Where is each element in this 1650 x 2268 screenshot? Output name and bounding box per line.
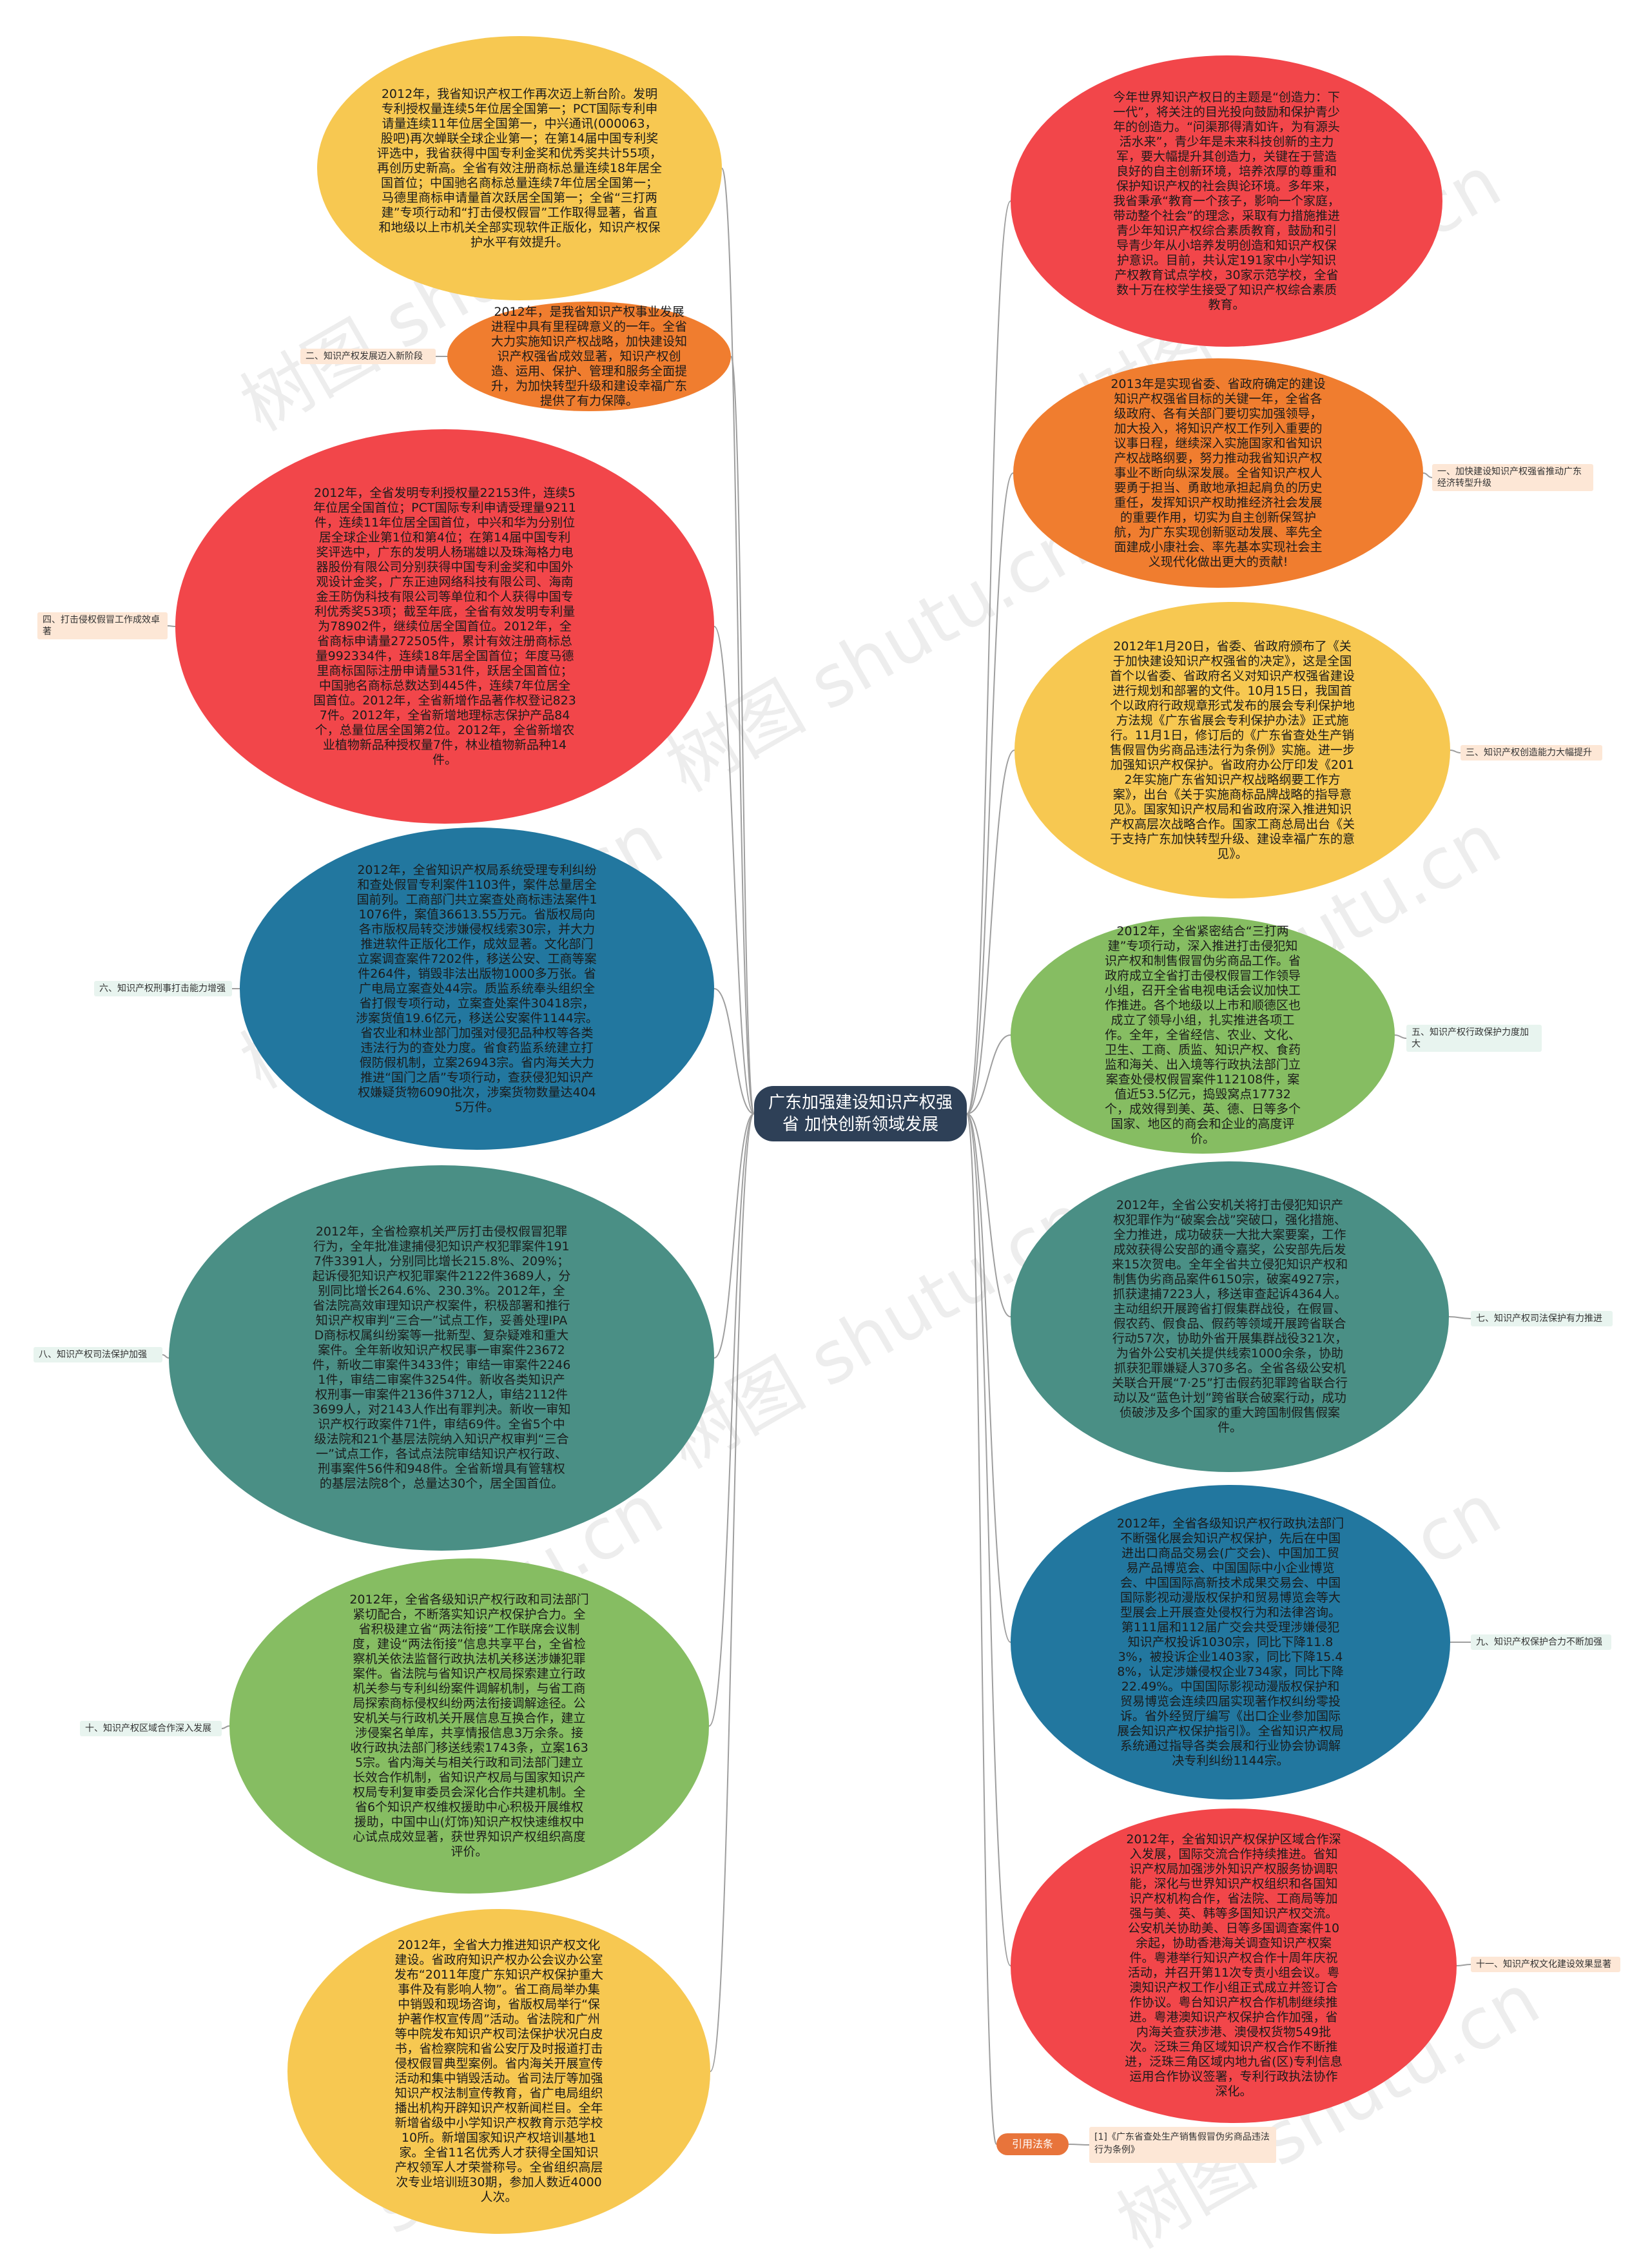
- topic-text: 2012年，我省知识产权工作再次迈上新台阶。发明专利授权量连续5年位居全国第一；…: [376, 86, 663, 249]
- topic-text: 2012年，全省知识产权局系统受理专利纠纷和查处假冒专利案件1103件，案件总量…: [356, 862, 598, 1114]
- connector-center-to-topic: [708, 1113, 755, 1727]
- topic-bubble[interactable]: 2012年，是我省知识产权事业发展进程中具有里程碑意义的一年。全省大力实施知识产…: [447, 302, 731, 411]
- category-label[interactable]: 十、知识产权区域合作深入发展: [80, 1721, 222, 1736]
- topic-text: 2012年，全省公安机关将打击侵犯知识产权犯罪作为“破案会战”突破口，强化措施、…: [1111, 1198, 1348, 1435]
- topic-bubble[interactable]: 2012年，全省知识产权局系统受理专利纠纷和查处假冒专利案件1103件，案件总量…: [240, 828, 714, 1150]
- category-label[interactable]: 十一、知识产权文化建设效果显著: [1471, 1957, 1620, 1972]
- topic-text: 今年世界知识产权日的主题是“创造力：下一代”，将关注的目光投向鼓励和保护青少年的…: [1113, 90, 1340, 312]
- topic-bubble[interactable]: 2012年，全省各级知识产权行政执法部门不断强化展会知识产权保护，先后在中国进出…: [1011, 1485, 1450, 1799]
- connector-center-to-topic: [966, 472, 1014, 1114]
- connector-center-to-topic: [713, 988, 755, 1114]
- connector-center-to-topic: [710, 1113, 755, 2072]
- connector-center-to-topic: [713, 1113, 755, 1359]
- connector-topic-to-label: [1394, 1034, 1407, 1039]
- topic-text: 2012年1月20日，省委、省政府颁布了《关于加快建设知识产权强省的决定》，这是…: [1110, 639, 1355, 861]
- law-reference-note: [1]《广东省查处生产销售假冒伪劣商品违法行为条例》: [1089, 2127, 1276, 2163]
- topic-text: 2012年，全省知识产权保护区域合作深入发展，国际交流合作持续推进。省知识产权局…: [1125, 1832, 1343, 2098]
- central-topic[interactable]: 广东加强建设知识产权强省 加快创新领域发展: [754, 1086, 967, 1141]
- topic-text: 2012年，是我省知识产权事业发展进程中具有里程碑意义的一年。全省大力实施知识产…: [490, 304, 687, 408]
- connector-law-to-note: [1068, 2144, 1090, 2146]
- connector-topic-to-label: [1456, 1964, 1471, 1966]
- category-label[interactable]: 二、知识产权发展迈入新阶段: [300, 349, 436, 364]
- connector-topic-to-label: [1422, 472, 1433, 478]
- topic-bubble[interactable]: 2012年1月20日，省委、省政府颁布了《关于加快建设知识产权强省的决定》，这是…: [1014, 602, 1450, 898]
- topic-bubble[interactable]: 2012年，全省知识产权保护区域合作深入发展，国际交流合作持续推进。省知识产权局…: [1011, 1808, 1457, 2123]
- law-reference-tag[interactable]: 引用法条: [996, 2133, 1069, 2155]
- topic-bubble[interactable]: 2012年，全省紧密结合“三打两建”专项行动，深入推进打击侵犯知识产权和制售假冒…: [1011, 916, 1395, 1154]
- topic-bubble[interactable]: 2012年，全省各级知识产权行政和司法部门紧切配合，不断落实知识产权保护合力。全…: [229, 1558, 709, 1894]
- topic-text: 2012年，全省各级知识产权行政和司法部门紧切配合，不断落实知识产权保护合力。全…: [349, 1593, 589, 1859]
- topic-text: 2012年，全省大力推进知识产权文化建设。省政府知识产权办公会议办公室发布“20…: [394, 1938, 604, 2204]
- connector-topic-to-label: [221, 1725, 230, 1729]
- connector-topic-to-label: [1448, 1316, 1471, 1319]
- topic-text: 2012年，全省紧密结合“三打两建”专项行动，深入推进打击侵犯知识产权和制售假冒…: [1104, 924, 1301, 1146]
- category-label[interactable]: 八、知识产权司法保护加强: [34, 1347, 162, 1362]
- connector-center-to-topic: [730, 356, 755, 1114]
- category-label[interactable]: 七、知识产权司法保护有力推进: [1471, 1311, 1613, 1326]
- topic-text: 2012年，全省发明专利授权量22153件，连续5年位居全国首位；PCT国际专利…: [313, 485, 576, 767]
- category-label[interactable]: 五、知识产权行政保护力度加大: [1406, 1025, 1542, 1052]
- connector-center-to-topic: [966, 1113, 1011, 1317]
- topic-bubble[interactable]: 2012年，全省发明专利授权量22153件，连续5年位居全国首位；PCT国际专利…: [175, 429, 714, 824]
- category-label[interactable]: 一、加快建设知识产权强省推动广东经济转型升级: [1432, 464, 1593, 491]
- topic-text: 2012年，全省各级知识产权行政执法部门不断强化展会知识产权保护，先后在中国进出…: [1116, 1516, 1344, 1768]
- topic-text: 2012年，全省检察机关严厉打击侵权假冒犯罪行为，全年批准逮捕侵犯知识产权犯罪案…: [312, 1225, 571, 1491]
- connector-center-to-topic: [966, 200, 1011, 1114]
- connector-topic-to-label: [1450, 750, 1461, 753]
- connector-center-to-topic: [966, 750, 1015, 1114]
- topic-bubble[interactable]: 2012年，全省公安机关将打击侵犯知识产权犯罪作为“破案会战”突破口，强化措施、…: [1011, 1161, 1449, 1472]
- connector-center-to-topic: [966, 1113, 1011, 1643]
- connector-center-to-topic: [713, 626, 755, 1114]
- topic-bubble[interactable]: 2013年是实现省委、省政府确定的建设知识产权强省目标的关键一年，全省各级政府、…: [1013, 358, 1423, 588]
- topic-bubble[interactable]: 2012年，全省检察机关严厉打击侵权假冒犯罪行为，全年批准逮捕侵犯知识产权犯罪案…: [169, 1165, 714, 1551]
- topic-bubble[interactable]: 今年世界知识产权日的主题是“创造力：下一代”，将关注的目光投向鼓励和保护青少年的…: [1011, 55, 1442, 347]
- topic-bubble[interactable]: 2012年，全省大力推进知识产权文化建设。省政府知识产权办公会议办公室发布“20…: [287, 1909, 710, 2234]
- topic-text: 2013年是实现省委、省政府确定的建设知识产权强省目标的关键一年，全省各级政府、…: [1111, 376, 1326, 569]
- category-label[interactable]: 四、打击侵权假冒工作成效卓著: [37, 612, 168, 639]
- topic-bubble[interactable]: 2012年，我省知识产权工作再次迈上新台阶。发明专利授权量连续5年位居全国第一；…: [317, 36, 722, 300]
- connector-center-to-topic: [721, 168, 755, 1114]
- connector-center-to-topic: [966, 1113, 1011, 1966]
- category-label[interactable]: 六、知识产权刑事打击能力增强: [94, 981, 232, 996]
- connector-center-to-topic: [966, 1034, 1011, 1114]
- connector-center-to-law: [966, 1113, 997, 2145]
- category-label[interactable]: 九、知识产权保护合力不断加强: [1471, 1634, 1611, 1650]
- connector-topic-to-label: [162, 1354, 170, 1359]
- category-label[interactable]: 三、知识产权创造能力大幅提升: [1461, 745, 1602, 761]
